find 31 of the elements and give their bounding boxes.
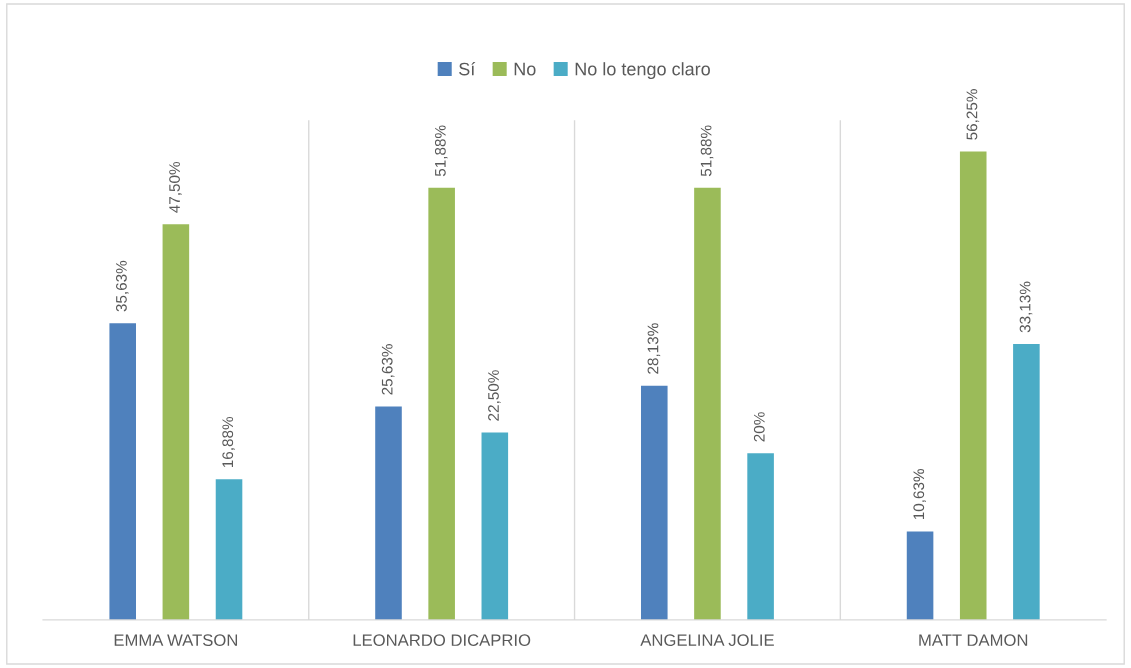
data-label: 20% [753, 412, 765, 442]
legend-label: Sí [459, 61, 476, 76]
bar [428, 187, 455, 620]
data-label: 47,50% [169, 161, 182, 213]
legend-label: No lo tengo claro [575, 62, 710, 80]
x-tick-label: EMMA WATSON [114, 634, 238, 647]
bar [109, 323, 136, 620]
data-label: 28,13% [647, 323, 661, 374]
data-label: 16,88% [222, 416, 235, 468]
bar [959, 151, 987, 620]
x-tick-label: LEONARDO DICAPRIO [353, 634, 531, 647]
bar [906, 531, 934, 620]
bar [640, 385, 668, 620]
x-tick-label: MATT DAMON [919, 634, 1028, 647]
bar [747, 453, 774, 620]
bar [375, 406, 402, 620]
data-label: 10,63% [913, 469, 926, 520]
bar [1013, 344, 1040, 620]
data-label: 25,63% [381, 344, 395, 395]
bar [215, 479, 243, 620]
data-label: 22,50% [488, 370, 501, 421]
legend-label: No [514, 62, 536, 76]
data-label: 56,25% [966, 89, 980, 140]
bar [162, 224, 190, 620]
data-label: 51,88% [434, 125, 448, 177]
x-tick-label: ANGELINA JOLIE [640, 634, 774, 647]
data-label: 35,63% [116, 260, 129, 312]
bar [694, 187, 721, 620]
bar [481, 432, 509, 620]
data-label: 33,13% [1019, 281, 1033, 333]
data-label: 51,88% [700, 125, 714, 177]
